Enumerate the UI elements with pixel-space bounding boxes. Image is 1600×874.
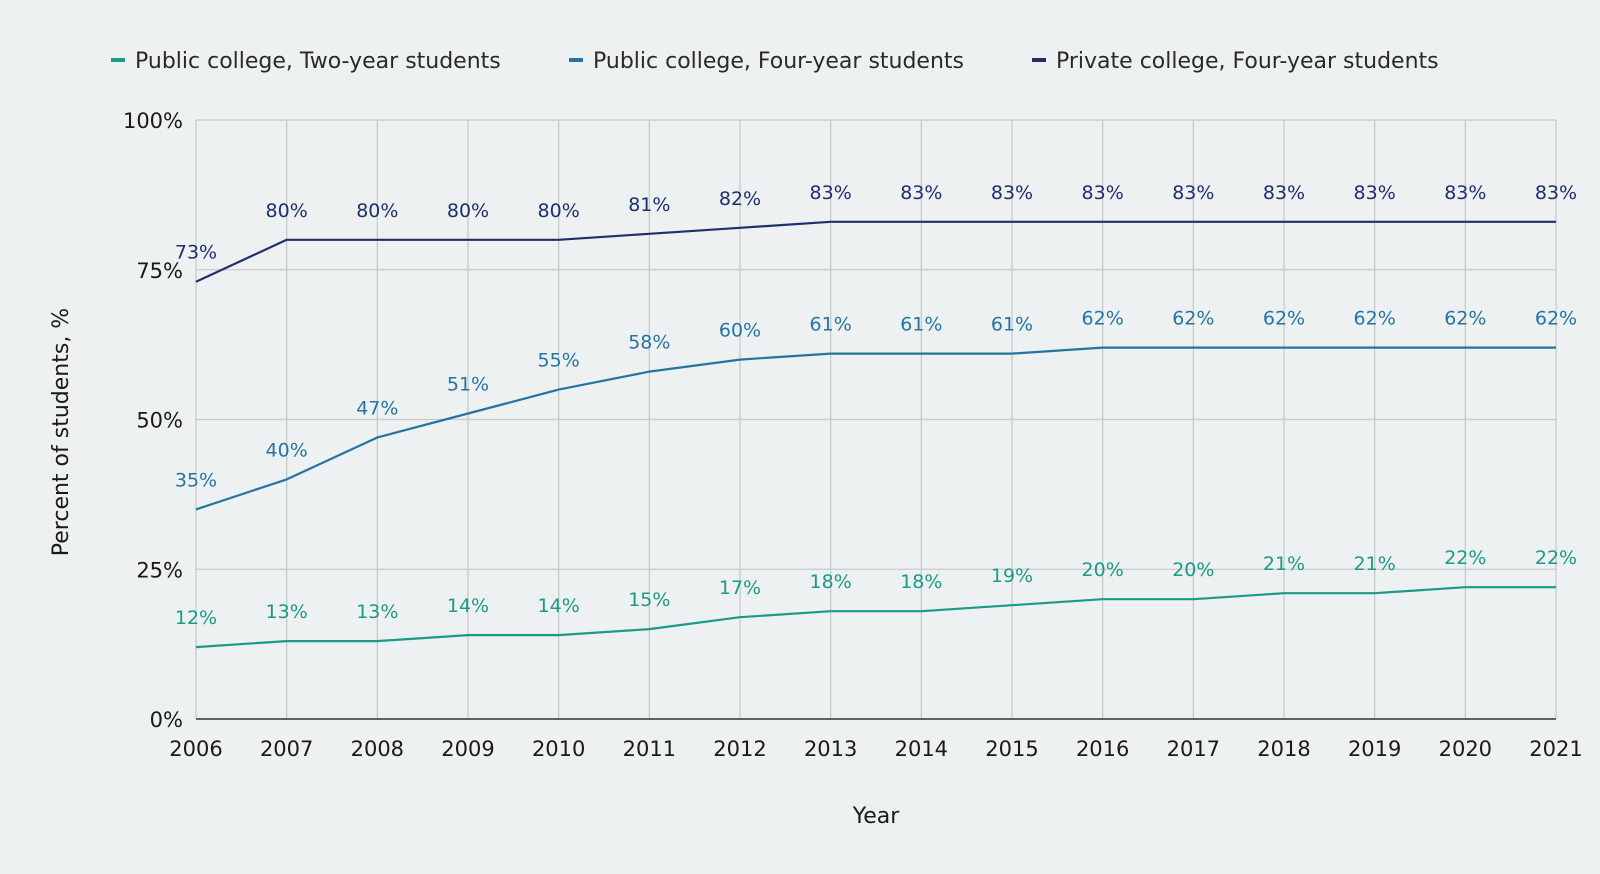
data-label: 17%	[719, 577, 761, 599]
data-label: 15%	[628, 589, 670, 611]
legend-label: Public college, Two-year students	[135, 49, 501, 74]
data-label: 62%	[1354, 308, 1396, 330]
data-label: 12%	[175, 607, 217, 629]
y-axis-ticks: 0% 25% 50% 75% 100%	[123, 109, 183, 732]
x-tick-label: 2015	[985, 737, 1038, 761]
data-label: 60%	[719, 320, 761, 342]
data-label: 82%	[719, 188, 761, 210]
legend-swatch	[1032, 58, 1046, 62]
data-label: 83%	[900, 182, 942, 204]
x-tick-label: 2007	[260, 737, 313, 761]
x-tick-label: 2017	[1167, 737, 1220, 761]
x-tick-label: 2008	[351, 737, 404, 761]
data-label: 80%	[356, 200, 398, 222]
data-label: 21%	[1263, 553, 1305, 575]
x-tick-label: 2019	[1348, 737, 1401, 761]
data-label: 21%	[1354, 553, 1396, 575]
data-label: 62%	[1444, 308, 1486, 330]
series-line-2	[195, 346, 1556, 511]
data-label: 14%	[538, 595, 580, 617]
data-label: 58%	[628, 332, 670, 354]
data-label: 61%	[991, 314, 1033, 336]
data-label: 81%	[628, 194, 670, 216]
y-tick-label: 25%	[136, 558, 183, 582]
data-label: 61%	[810, 314, 852, 336]
x-tick-label: 2021	[1529, 737, 1582, 761]
x-axis-title: Year	[852, 804, 901, 829]
y-tick-label: 100%	[123, 109, 183, 133]
legend-swatch	[111, 58, 125, 62]
y-tick-label: 50%	[136, 409, 183, 433]
data-label: 62%	[1082, 308, 1124, 330]
data-label: 80%	[266, 200, 308, 222]
x-tick-label: 2011	[623, 737, 676, 761]
data-label: 80%	[538, 200, 580, 222]
gridlines	[195, 119, 1557, 720]
x-tick-label: 2014	[895, 737, 948, 761]
legend-label: Public college, Four-year students	[593, 49, 964, 74]
data-label: 83%	[991, 182, 1033, 204]
data-label: 55%	[538, 350, 580, 372]
data-label: 22%	[1444, 547, 1486, 569]
data-label: 13%	[266, 601, 308, 623]
data-label: 20%	[1172, 559, 1214, 581]
y-axis-title: Percent of students, %	[49, 308, 74, 556]
data-label: 83%	[810, 182, 852, 204]
x-tick-label: 2006	[169, 737, 222, 761]
data-label: 83%	[1354, 182, 1396, 204]
y-tick-label: 75%	[136, 259, 183, 283]
data-label: 47%	[356, 397, 398, 419]
data-label: 83%	[1444, 182, 1486, 204]
data-label: 83%	[1263, 182, 1305, 204]
legend-swatch	[569, 58, 583, 62]
data-label: 83%	[1535, 182, 1577, 204]
data-label: 62%	[1172, 308, 1214, 330]
legend: Public college, Two-year students Public …	[111, 49, 1439, 74]
data-label: 83%	[1172, 182, 1214, 204]
x-tick-label: 2009	[441, 737, 494, 761]
legend-label: Private college, Four-year students	[1056, 49, 1439, 74]
data-label: 35%	[175, 469, 217, 491]
data-label: 62%	[1535, 308, 1577, 330]
data-label: 20%	[1082, 559, 1124, 581]
series-lines	[195, 220, 1556, 649]
x-tick-label: 2016	[1076, 737, 1129, 761]
data-label: 83%	[1082, 182, 1124, 204]
data-label: 73%	[175, 242, 217, 264]
x-tick-label: 2020	[1439, 737, 1492, 761]
y-tick-label: 0%	[150, 708, 183, 732]
data-label: 18%	[810, 571, 852, 593]
x-axis-ticks: 2006 2007 2008 2009 2010 2011 2012 2013 2014 2015…	[169, 737, 1582, 761]
series-line-3	[195, 220, 1556, 283]
data-label: 61%	[900, 314, 942, 336]
data-label: 18%	[900, 571, 942, 593]
data-label: 80%	[447, 200, 489, 222]
data-label: 62%	[1263, 308, 1305, 330]
x-tick-label: 2012	[713, 737, 766, 761]
series-line-1	[195, 586, 1556, 649]
data-label: 22%	[1535, 547, 1577, 569]
data-label: 19%	[991, 565, 1033, 587]
x-tick-label: 2013	[804, 737, 857, 761]
x-tick-label: 2018	[1257, 737, 1310, 761]
data-label: 51%	[447, 374, 489, 396]
data-label: 40%	[266, 439, 308, 461]
data-label: 13%	[356, 601, 398, 623]
x-tick-label: 2010	[532, 737, 585, 761]
data-labels: 12% 13% 13% 14% 14% 15% 17% 18% 18% 19% 20% 20% 21% 2…	[175, 182, 1577, 629]
data-label: 14%	[447, 595, 489, 617]
